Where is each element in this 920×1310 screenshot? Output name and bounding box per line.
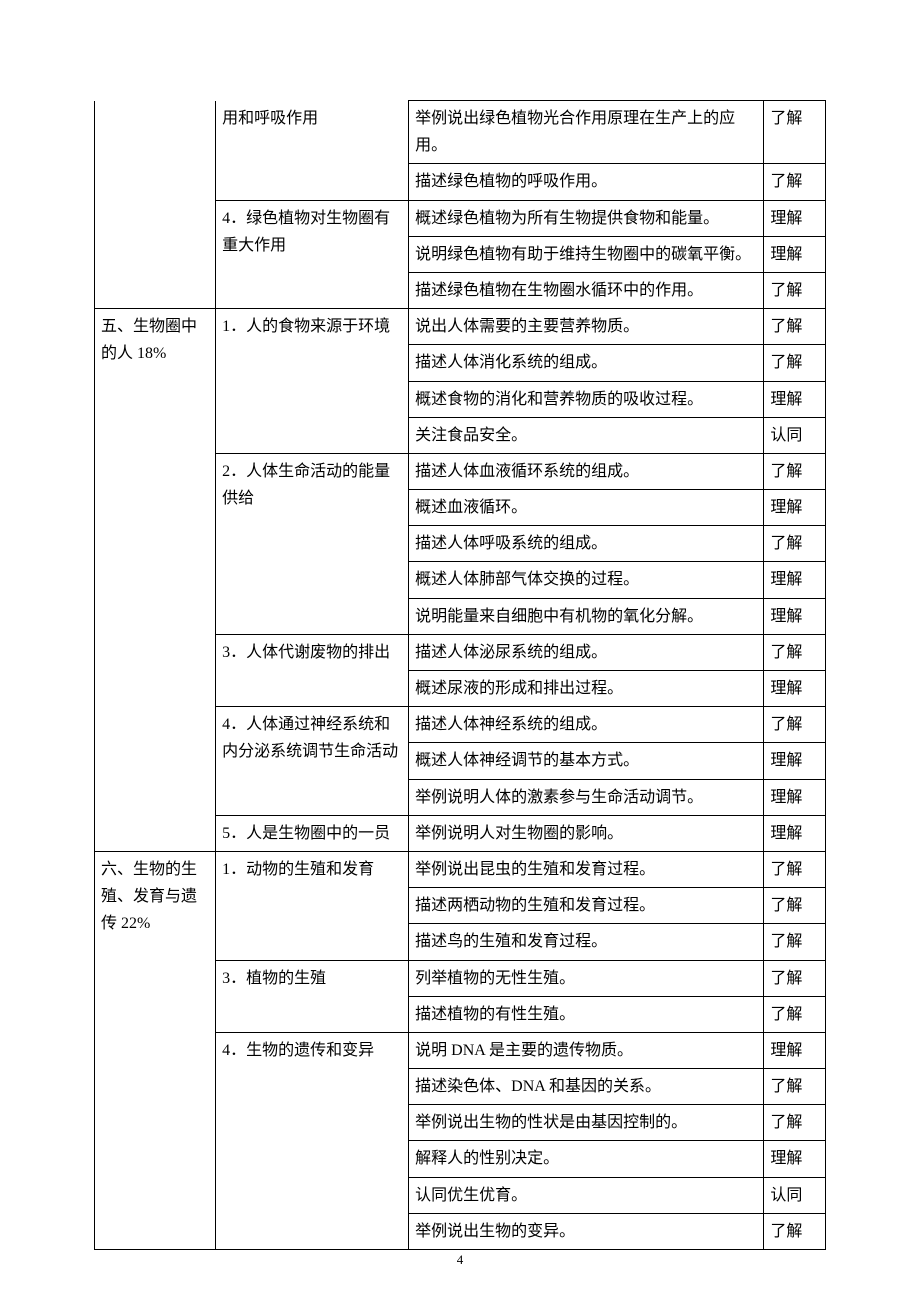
content-cell: 描述绿色植物在生物圈水循环中的作用。: [409, 272, 764, 308]
content-cell: 描述人体泌尿系统的组成。: [409, 634, 764, 670]
level-cell: 了解: [764, 526, 826, 562]
level-cell: 理解: [764, 236, 826, 272]
table-row: 六、生物的生殖、发育与遗传 22%1．动物的生殖和发育举例说出昆虫的生殖和发育过…: [95, 851, 826, 887]
content-cell: 说明能量来自细胞中有机物的氧化分解。: [409, 598, 764, 634]
level-cell: 理解: [764, 1141, 826, 1177]
document-page: 用和呼吸作用举例说出绿色植物光合作用原理在生产上的应用。了解描述绿色植物的呼吸作…: [0, 0, 920, 1310]
curriculum-table: 用和呼吸作用举例说出绿色植物光合作用原理在生产上的应用。了解描述绿色植物的呼吸作…: [94, 100, 826, 1250]
topic-cell: 4．人体通过神经系统和内分泌系统调节生命活动: [216, 707, 409, 816]
topic-cell: 3．人体代谢废物的排出: [216, 634, 409, 706]
table-row: 五、生物圈中的人 18%1．人的食物来源于环境说出人体需要的主要营养物质。了解: [95, 309, 826, 345]
content-cell: 描述鸟的生殖和发育过程。: [409, 924, 764, 960]
content-cell: 说出人体需要的主要营养物质。: [409, 309, 764, 345]
content-cell: 认同优生优育。: [409, 1177, 764, 1213]
topic-cell: 4．绿色植物对生物圈有重大作用: [216, 200, 409, 309]
level-cell: 了解: [764, 888, 826, 924]
content-cell: 概述人体肺部气体交换的过程。: [409, 562, 764, 598]
content-cell: 描述两栖动物的生殖和发育过程。: [409, 888, 764, 924]
content-cell: 解释人的性别决定。: [409, 1141, 764, 1177]
level-cell: 理解: [764, 381, 826, 417]
content-cell: 概述尿液的形成和排出过程。: [409, 671, 764, 707]
content-cell: 概述食物的消化和营养物质的吸收过程。: [409, 381, 764, 417]
content-cell: 描述人体神经系统的组成。: [409, 707, 764, 743]
level-cell: 了解: [764, 707, 826, 743]
level-cell: 理解: [764, 200, 826, 236]
content-cell: 概述人体神经调节的基本方式。: [409, 743, 764, 779]
level-cell: 理解: [764, 490, 826, 526]
topic-cell: 1．动物的生殖和发育: [216, 851, 409, 960]
content-cell: 举例说出绿色植物光合作用原理在生产上的应用。: [409, 101, 764, 164]
level-cell: 理解: [764, 743, 826, 779]
content-cell: 描述人体消化系统的组成。: [409, 345, 764, 381]
level-cell: 了解: [764, 996, 826, 1032]
page-number: 4: [0, 1252, 920, 1268]
level-cell: 了解: [764, 309, 826, 345]
level-cell: 了解: [764, 851, 826, 887]
level-cell: 理解: [764, 562, 826, 598]
level-cell: 了解: [764, 345, 826, 381]
level-cell: 了解: [764, 634, 826, 670]
content-cell: 列举植物的无性生殖。: [409, 960, 764, 996]
level-cell: 了解: [764, 960, 826, 996]
content-cell: 概述绿色植物为所有生物提供食物和能量。: [409, 200, 764, 236]
level-cell: 了解: [764, 453, 826, 489]
content-cell: 描述人体血液循环系统的组成。: [409, 453, 764, 489]
content-cell: 描述人体呼吸系统的组成。: [409, 526, 764, 562]
topic-cell: 用和呼吸作用: [216, 101, 409, 201]
level-cell: 理解: [764, 779, 826, 815]
level-cell: 理解: [764, 598, 826, 634]
content-cell: 举例说明人对生物圈的影响。: [409, 815, 764, 851]
topic-cell: 4．生物的遗传和变异: [216, 1032, 409, 1249]
theme-cell: 六、生物的生殖、发育与遗传 22%: [95, 851, 216, 1249]
content-cell: 描述绿色植物的呼吸作用。: [409, 164, 764, 200]
content-cell: 描述染色体、DNA 和基因的关系。: [409, 1069, 764, 1105]
content-cell: 说明绿色植物有助于维持生物圈中的碳氧平衡。: [409, 236, 764, 272]
level-cell: 理解: [764, 1032, 826, 1068]
topic-cell: 1．人的食物来源于环境: [216, 309, 409, 454]
level-cell: 了解: [764, 101, 826, 164]
content-cell: 举例说明人体的激素参与生命活动调节。: [409, 779, 764, 815]
content-cell: 概述血液循环。: [409, 490, 764, 526]
topic-cell: 2．人体生命活动的能量供给: [216, 453, 409, 634]
theme-cell: 五、生物圈中的人 18%: [95, 309, 216, 852]
level-cell: 认同: [764, 1177, 826, 1213]
content-cell: 描述植物的有性生殖。: [409, 996, 764, 1032]
level-cell: 了解: [764, 924, 826, 960]
content-cell: 举例说出生物的变异。: [409, 1213, 764, 1249]
level-cell: 了解: [764, 1069, 826, 1105]
content-cell: 关注食品安全。: [409, 417, 764, 453]
table-body: 用和呼吸作用举例说出绿色植物光合作用原理在生产上的应用。了解描述绿色植物的呼吸作…: [95, 101, 826, 1250]
level-cell: 了解: [764, 1213, 826, 1249]
content-cell: 说明 DNA 是主要的遗传物质。: [409, 1032, 764, 1068]
level-cell: 理解: [764, 671, 826, 707]
level-cell: 了解: [764, 164, 826, 200]
theme-cell: [95, 101, 216, 309]
table-row: 用和呼吸作用举例说出绿色植物光合作用原理在生产上的应用。了解: [95, 101, 826, 164]
topic-cell: 5．人是生物圈中的一员: [216, 815, 409, 851]
level-cell: 了解: [764, 1105, 826, 1141]
topic-cell: 3．植物的生殖: [216, 960, 409, 1032]
level-cell: 认同: [764, 417, 826, 453]
content-cell: 举例说出生物的性状是由基因控制的。: [409, 1105, 764, 1141]
level-cell: 了解: [764, 272, 826, 308]
content-cell: 举例说出昆虫的生殖和发育过程。: [409, 851, 764, 887]
level-cell: 理解: [764, 815, 826, 851]
